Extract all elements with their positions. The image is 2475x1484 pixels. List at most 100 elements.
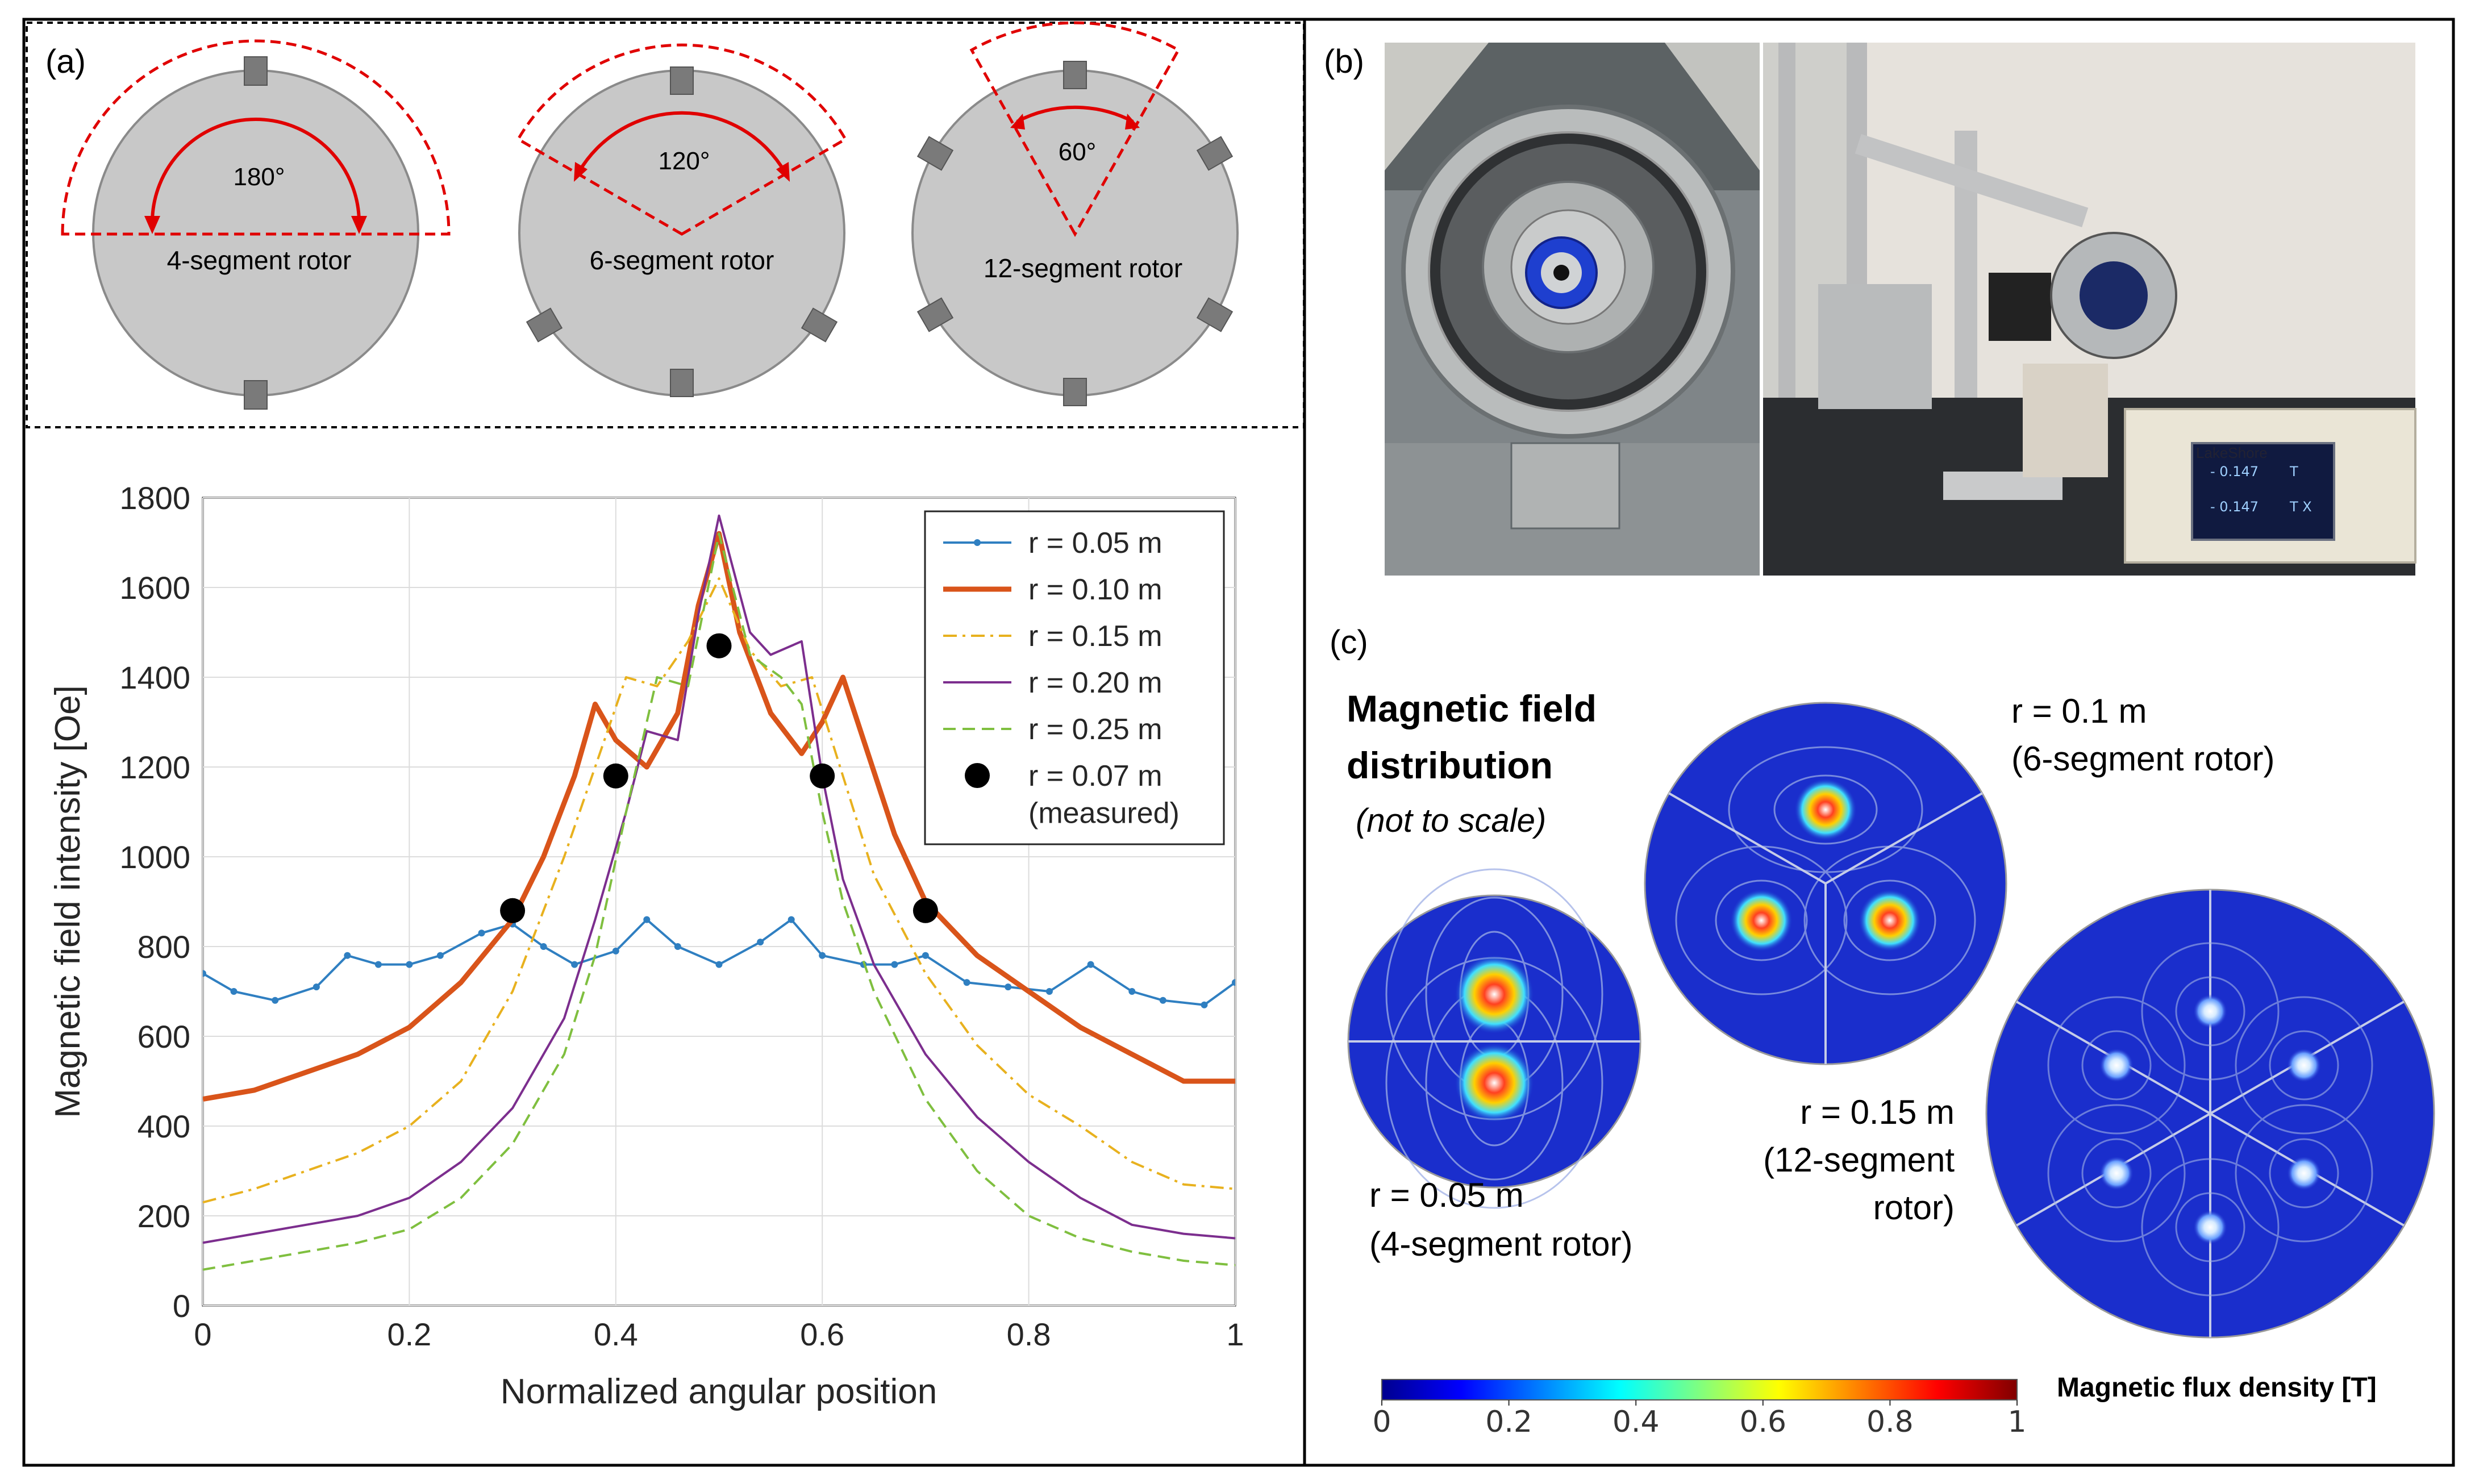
series-point	[1045, 988, 1053, 995]
series-point	[1005, 983, 1012, 991]
label-r01-line1: r = 0.1 m	[2011, 692, 2147, 730]
panel-c-title-line2: distribution	[1347, 744, 1553, 786]
series-point	[757, 939, 764, 946]
label-r015-line3: rotor)	[1873, 1189, 1955, 1227]
legend-label: r = 0.05 m	[1028, 527, 1162, 560]
colorbar-tick-label: 0	[1372, 1405, 1391, 1439]
device-unit-1: T	[2289, 464, 2298, 480]
device-unit-2: T X	[2289, 499, 2312, 515]
colorbar-tick-label: 0.2	[1485, 1405, 1532, 1439]
device-reading-1: - 0.147	[2210, 464, 2259, 480]
x-tick-label: 0.4	[594, 1316, 638, 1352]
series-point	[788, 916, 795, 923]
series-point	[406, 961, 413, 968]
field-intensity-chart: 0 0.2 0.4 0.6 0.8 1 0 200 400 600 800 1000 1200 1400…	[48, 480, 1244, 1411]
legend-label: r = 0.15 m	[1028, 620, 1162, 653]
series-point	[272, 997, 279, 1004]
panel-label-a: (a)	[45, 43, 86, 80]
x-tick-labels: 0 0.2 0.4 0.6 0.8 1	[194, 1316, 1244, 1352]
panel-label-c: (c)	[1330, 624, 1368, 661]
legend-label: r = 0.20 m	[1028, 666, 1162, 699]
series-point	[715, 961, 723, 968]
label-r015-line1: r = 0.15 m	[1800, 1093, 1955, 1131]
rotor-angle-label: 60°	[1059, 138, 1097, 166]
colorbar-tick-label: 0.4	[1613, 1405, 1660, 1439]
field-map-6-segment	[1644, 702, 2007, 1065]
series-point	[612, 947, 619, 954]
series-point	[230, 988, 238, 995]
y-tick-label: 1600	[119, 570, 190, 606]
legend-label: r = 0.25 m	[1028, 713, 1162, 746]
series-point	[674, 943, 681, 950]
chart-legend: r = 0.05 m r = 0.10 m r = 0.15 m r = 0.20 m…	[924, 510, 1225, 845]
label-r015-line2: (12-segment	[1763, 1141, 1955, 1179]
measured-point	[500, 898, 526, 923]
y-tick-label: 800	[138, 929, 190, 965]
panel-a-dashed-frame	[26, 22, 1305, 428]
series-point	[643, 916, 651, 923]
series-point	[819, 952, 826, 959]
series-point	[374, 961, 382, 968]
colorbar-tick-label: 0.8	[1866, 1405, 1914, 1439]
series-point	[571, 961, 578, 968]
measured-point	[810, 763, 835, 789]
colorbar-tick-label: 1	[2007, 1405, 2026, 1439]
label-r005-line2: (4-segment rotor)	[1369, 1225, 1632, 1263]
series-point	[1128, 988, 1136, 995]
legend-marker	[965, 763, 990, 788]
y-tick-label: 600	[138, 1019, 190, 1054]
label-r005-line1: r = 0.05 m	[1369, 1176, 1524, 1214]
series-point	[1087, 961, 1094, 968]
rotor-12-segment-diagram: 60° 12-segment rotor	[911, 21, 1239, 406]
series-point	[1159, 997, 1166, 1004]
y-tick-label: 1000	[119, 839, 190, 875]
rotor-name: 12-segment rotor	[984, 253, 1182, 283]
legend-label: r = 0.10 m	[1028, 573, 1162, 606]
field-map-12-segment	[1985, 889, 2435, 1339]
series-point	[1232, 979, 1235, 986]
rotor-name: 4-segment rotor	[167, 245, 352, 275]
measured-point	[603, 763, 628, 789]
colorbar-tick-label: 0.6	[1739, 1405, 1786, 1439]
rotor-4-segment-diagram: 180° 4-segment rotor	[61, 39, 451, 410]
panel-label-b: (b)	[1324, 43, 1364, 80]
field-map-4-segment	[1347, 868, 1641, 1209]
series-point	[312, 983, 320, 991]
panel-c-title-line1: Magnetic field	[1347, 687, 1597, 730]
series-point	[1201, 1001, 1208, 1008]
legend-dot	[974, 539, 981, 546]
series-point	[540, 943, 547, 950]
device-brand: LakeShore	[2196, 444, 2268, 461]
y-tick-label: 1800	[119, 480, 190, 516]
rotor-angle-label: 180°	[233, 163, 285, 191]
y-tick-label: 400	[138, 1108, 190, 1144]
chart-series	[203, 514, 1235, 1271]
series-point	[478, 929, 485, 937]
panel-c-subtitle: (not to scale)	[1356, 802, 1546, 839]
series-point	[963, 979, 970, 986]
x-tick-label: 0.6	[800, 1316, 844, 1352]
series-line	[203, 577, 1235, 1204]
photo-rotor-front	[1385, 43, 1760, 576]
rotor-6-segment-diagram: 120° 6-segment rotor	[516, 43, 848, 397]
series-line	[203, 918, 1235, 1006]
legend-label-line2: (measured)	[1028, 797, 1180, 830]
rotor-angle-label: 120°	[658, 147, 710, 175]
x-tick-label: 0.2	[387, 1316, 431, 1352]
measured-point	[913, 898, 938, 923]
y-axis-label: Magnetic field intensity [Oe]	[48, 685, 88, 1118]
series-point	[203, 970, 206, 977]
colorbar-title: Magnetic flux density [T]	[2057, 1373, 2377, 1403]
device-reading-2: - 0.147	[2210, 499, 2259, 515]
x-tick-label: 0	[194, 1316, 211, 1352]
legend-label: r = 0.07 m	[1028, 760, 1162, 793]
series-point	[891, 961, 898, 968]
x-tick-label: 0.8	[1007, 1316, 1051, 1352]
x-tick-label: 1	[1226, 1316, 1244, 1352]
y-tick-labels: 0 200 400 600 800 1000 1200 1400 1600 1800	[119, 480, 190, 1324]
rotor-name: 6-segment rotor	[590, 245, 774, 275]
colorbar: 0 0.2 0.4 0.6 0.8 1 Magnetic flux density [T]	[1372, 1373, 2376, 1439]
outer-frame	[22, 18, 2455, 1467]
series-line	[203, 532, 1235, 1271]
